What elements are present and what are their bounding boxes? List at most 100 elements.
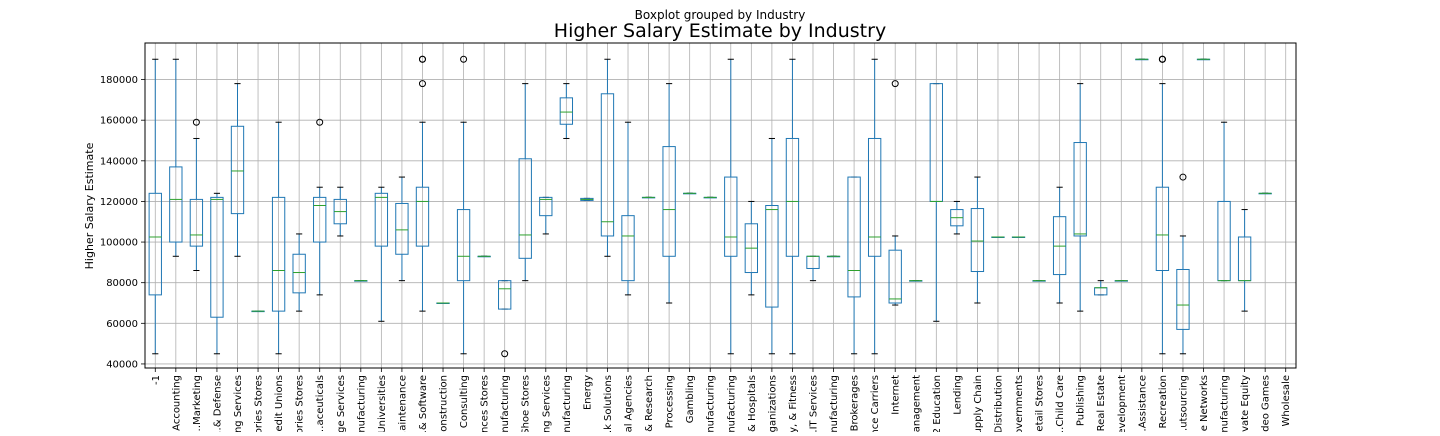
x-tick-label: …Real Estate bbox=[1096, 375, 1107, 432]
outlier-point bbox=[1179, 173, 1187, 181]
box-group bbox=[477, 255, 491, 258]
box-group bbox=[559, 83, 574, 139]
box-group bbox=[1094, 280, 1108, 296]
iqr-box bbox=[1176, 268, 1190, 330]
box-group bbox=[169, 58, 183, 257]
x-tick-label: …aceuticals bbox=[315, 375, 326, 432]
x-tick-label: -1 bbox=[151, 375, 162, 385]
box-group bbox=[1135, 58, 1149, 61]
x-tick-label: …utsourcing bbox=[1178, 375, 1189, 432]
x-tick-label: …ories Stores bbox=[254, 375, 265, 432]
iqr-box bbox=[395, 202, 409, 255]
box-series bbox=[148, 55, 1272, 358]
outlier-point bbox=[891, 80, 899, 88]
x-tick-label: Wholesale bbox=[1281, 375, 1292, 427]
box-group bbox=[1155, 55, 1170, 355]
outlier-point bbox=[460, 55, 468, 63]
box-group bbox=[950, 200, 964, 235]
box-group bbox=[1176, 173, 1190, 355]
iqr-box bbox=[415, 186, 430, 247]
box-group bbox=[641, 196, 656, 199]
box-group bbox=[703, 196, 717, 199]
iqr-box bbox=[1073, 142, 1087, 237]
box-group bbox=[1237, 209, 1252, 312]
box-group bbox=[724, 58, 738, 355]
iqr-box bbox=[169, 166, 183, 243]
x-tick-label: …Distribution bbox=[993, 375, 1004, 432]
box-group bbox=[1217, 121, 1231, 282]
x-tick-label: …anagement bbox=[911, 375, 922, 432]
x-tick-label: …upply Chain bbox=[973, 375, 984, 432]
x-tick-label: …onstruction bbox=[439, 375, 450, 432]
x-tick-label: Energy bbox=[582, 375, 593, 410]
iqr-box bbox=[765, 205, 779, 308]
iqr-box bbox=[1052, 216, 1067, 276]
iqr-box bbox=[230, 125, 245, 215]
iqr-box bbox=[867, 137, 882, 257]
box-group bbox=[210, 192, 224, 355]
x-tick-label: …Child Care bbox=[1055, 375, 1066, 432]
box-group bbox=[929, 83, 943, 322]
x-tick-label: …nufacturing bbox=[1220, 375, 1231, 432]
x-tick-label: Processing bbox=[665, 375, 676, 428]
x-tick-label: Internet bbox=[891, 375, 902, 415]
x-tick-label: …& Research bbox=[644, 375, 655, 432]
box-group bbox=[662, 83, 676, 304]
x-tick-label: …ng Services bbox=[233, 375, 244, 432]
x-tick-label: …e Networks bbox=[1199, 375, 1210, 432]
y-tick-label: 120000 bbox=[100, 197, 138, 208]
box-group bbox=[189, 118, 204, 271]
box-group bbox=[251, 310, 265, 313]
box-group bbox=[621, 121, 635, 296]
x-tick-label: …ng Services bbox=[541, 375, 552, 432]
x-tick-label: …etail Stores bbox=[1035, 375, 1046, 432]
x-tick-label: …deo Games bbox=[1261, 375, 1272, 432]
x-tick-label: …k Solutions bbox=[603, 375, 614, 432]
box-group bbox=[1073, 83, 1087, 312]
box-group bbox=[230, 83, 245, 257]
box-group bbox=[744, 200, 758, 296]
box-group bbox=[580, 197, 594, 201]
box-group bbox=[806, 255, 820, 282]
iqr-box bbox=[148, 192, 162, 296]
plot-frame bbox=[144, 42, 1297, 369]
chart-title: Higher Salary Estimate by Industry bbox=[554, 20, 886, 42]
x-tick-label: …nufacturing bbox=[500, 375, 511, 432]
outlier-point bbox=[316, 118, 324, 126]
iqr-box bbox=[600, 93, 615, 237]
box-group bbox=[395, 176, 409, 282]
box-group bbox=[991, 236, 1005, 238]
x-tick-label: …nufacturing bbox=[562, 375, 573, 432]
outlier-point bbox=[418, 80, 426, 88]
box-group bbox=[1052, 186, 1067, 304]
outlier-point bbox=[192, 118, 200, 126]
y-tick-label: 180000 bbox=[100, 75, 138, 86]
x-tick-label: …IT Services bbox=[808, 375, 819, 432]
x-tick-label: …& Software bbox=[418, 375, 429, 432]
x-tick-label: …evelopment bbox=[1117, 375, 1128, 432]
iqr-box bbox=[724, 176, 738, 257]
x-tick-label: Gambling bbox=[685, 375, 696, 423]
figure-suptitle: Boxplot grouped by Industry bbox=[635, 8, 806, 22]
x-tick-label: …nce Carriers bbox=[870, 375, 881, 432]
y-tick-label: 60000 bbox=[106, 319, 138, 330]
x-tick-label: …overnments bbox=[1014, 375, 1025, 432]
iqr-box bbox=[621, 215, 635, 282]
iqr-box bbox=[210, 196, 224, 318]
box-group bbox=[415, 55, 430, 312]
iqr-box bbox=[374, 192, 389, 247]
y-tick-label: 80000 bbox=[106, 278, 138, 289]
box-group bbox=[1032, 280, 1046, 282]
box-group bbox=[765, 137, 779, 355]
iqr-box bbox=[498, 280, 512, 310]
iqr-box bbox=[292, 253, 306, 294]
iqr-box bbox=[662, 146, 676, 257]
box-group bbox=[148, 58, 162, 355]
outlier-point bbox=[1158, 55, 1166, 63]
x-tick-label: …Marketing bbox=[192, 375, 203, 432]
box-group bbox=[1011, 236, 1026, 238]
x-tick-label: …al Agencies bbox=[624, 375, 635, 432]
x-tick-label: …y, & Fitness bbox=[788, 375, 799, 432]
x-tick-label: …Assistance bbox=[1137, 375, 1148, 432]
box-group bbox=[867, 58, 882, 355]
